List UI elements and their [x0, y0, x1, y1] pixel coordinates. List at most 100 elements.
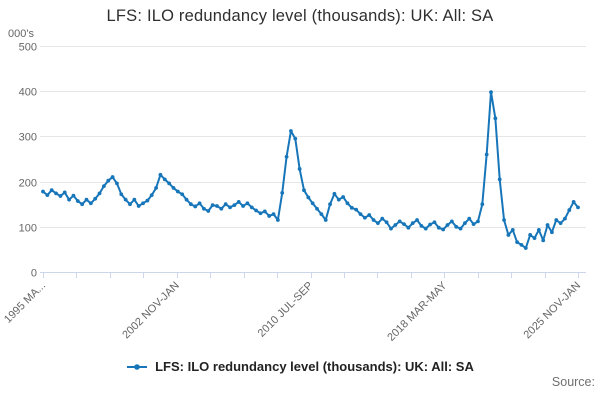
- series-point[interactable]: [110, 175, 115, 179]
- series-point[interactable]: [271, 212, 276, 217]
- series-point[interactable]: [136, 204, 141, 208]
- series-point[interactable]: [550, 230, 554, 235]
- series-point[interactable]: [145, 198, 150, 203]
- series-point[interactable]: [254, 208, 259, 213]
- series-point[interactable]: [67, 197, 71, 202]
- series-point[interactable]: [315, 206, 319, 211]
- series-point[interactable]: [297, 167, 302, 171]
- series-point[interactable]: [267, 214, 272, 218]
- series-point[interactable]: [484, 152, 489, 157]
- series-point[interactable]: [49, 188, 54, 193]
- series-point[interactable]: [206, 209, 211, 213]
- series-point[interactable]: [458, 226, 463, 231]
- series-point[interactable]: [489, 90, 493, 94]
- series-point[interactable]: [463, 221, 467, 226]
- series-point[interactable]: [75, 199, 80, 203]
- series-point[interactable]: [367, 213, 372, 217]
- series-point[interactable]: [101, 184, 106, 189]
- series-point[interactable]: [380, 216, 385, 221]
- series-point[interactable]: [497, 177, 502, 182]
- series-point[interactable]: [123, 197, 128, 202]
- series-point[interactable]: [293, 136, 298, 141]
- series-point[interactable]: [441, 227, 446, 232]
- series-point[interactable]: [215, 204, 219, 208]
- series-point[interactable]: [323, 218, 328, 222]
- series-point[interactable]: [128, 202, 132, 207]
- series-point[interactable]: [289, 129, 293, 133]
- series-point[interactable]: [436, 225, 441, 230]
- series-point[interactable]: [258, 211, 263, 216]
- series-point[interactable]: [41, 189, 45, 194]
- series-point[interactable]: [371, 218, 376, 222]
- series-point[interactable]: [554, 218, 559, 222]
- series-point[interactable]: [515, 240, 520, 245]
- series-point[interactable]: [197, 201, 202, 206]
- series-point[interactable]: [84, 197, 89, 202]
- series-point[interactable]: [432, 220, 437, 225]
- series-point[interactable]: [232, 203, 237, 208]
- series-point[interactable]: [193, 204, 198, 209]
- series-point[interactable]: [510, 228, 515, 232]
- series-point[interactable]: [302, 188, 306, 193]
- series-point[interactable]: [202, 206, 206, 211]
- series-point[interactable]: [506, 233, 511, 237]
- series-point[interactable]: [328, 202, 332, 207]
- series-point[interactable]: [519, 242, 524, 247]
- series-point[interactable]: [397, 219, 402, 224]
- series-point[interactable]: [576, 205, 580, 210]
- series-point[interactable]: [567, 208, 572, 212]
- series-point[interactable]: [428, 222, 433, 227]
- series-point[interactable]: [71, 193, 76, 198]
- series-point[interactable]: [236, 200, 241, 204]
- series-point[interactable]: [571, 200, 576, 204]
- series-point[interactable]: [410, 221, 415, 226]
- series-point[interactable]: [476, 219, 480, 224]
- series-point[interactable]: [210, 203, 215, 208]
- series-point[interactable]: [332, 191, 337, 196]
- series-point[interactable]: [175, 189, 180, 194]
- series-point[interactable]: [245, 201, 250, 206]
- series-point[interactable]: [154, 186, 158, 190]
- series-point[interactable]: [563, 216, 567, 221]
- series-point[interactable]: [389, 226, 393, 231]
- series-point[interactable]: [545, 223, 550, 227]
- series-point[interactable]: [528, 233, 533, 237]
- series-point[interactable]: [184, 197, 189, 202]
- series-point[interactable]: [415, 218, 419, 222]
- series-point[interactable]: [284, 154, 289, 159]
- series-point[interactable]: [115, 181, 119, 186]
- series-point[interactable]: [454, 224, 459, 229]
- series-point[interactable]: [106, 178, 111, 183]
- series-markers[interactable]: [41, 90, 580, 250]
- series-point[interactable]: [149, 193, 154, 198]
- series-point[interactable]: [532, 236, 537, 241]
- series-point[interactable]: [306, 195, 311, 200]
- series-point[interactable]: [319, 212, 324, 217]
- series-point[interactable]: [493, 116, 498, 121]
- series-point[interactable]: [541, 238, 546, 243]
- series-point[interactable]: [93, 196, 98, 201]
- series-point[interactable]: [241, 204, 245, 208]
- series-point[interactable]: [419, 224, 424, 228]
- series-point[interactable]: [558, 221, 563, 226]
- series-point[interactable]: [219, 206, 224, 211]
- series-point[interactable]: [119, 192, 124, 197]
- series-point[interactable]: [384, 220, 389, 225]
- series-point[interactable]: [180, 192, 185, 197]
- series-point[interactable]: [336, 197, 341, 202]
- series-point[interactable]: [471, 222, 476, 226]
- series-point[interactable]: [480, 202, 485, 207]
- series-point[interactable]: [445, 223, 450, 227]
- series-point[interactable]: [523, 246, 528, 250]
- series-point[interactable]: [58, 194, 63, 198]
- series-point[interactable]: [80, 202, 85, 207]
- series-point[interactable]: [223, 202, 228, 207]
- series-point[interactable]: [158, 172, 163, 177]
- series-point[interactable]: [228, 205, 232, 210]
- series-point[interactable]: [502, 218, 506, 222]
- series-point[interactable]: [341, 195, 346, 199]
- series-point[interactable]: [467, 216, 472, 221]
- series-point[interactable]: [188, 202, 193, 207]
- series-point[interactable]: [345, 201, 350, 206]
- legend-item[interactable]: LFS: ILO redundancy level (thousands): U…: [0, 359, 600, 374]
